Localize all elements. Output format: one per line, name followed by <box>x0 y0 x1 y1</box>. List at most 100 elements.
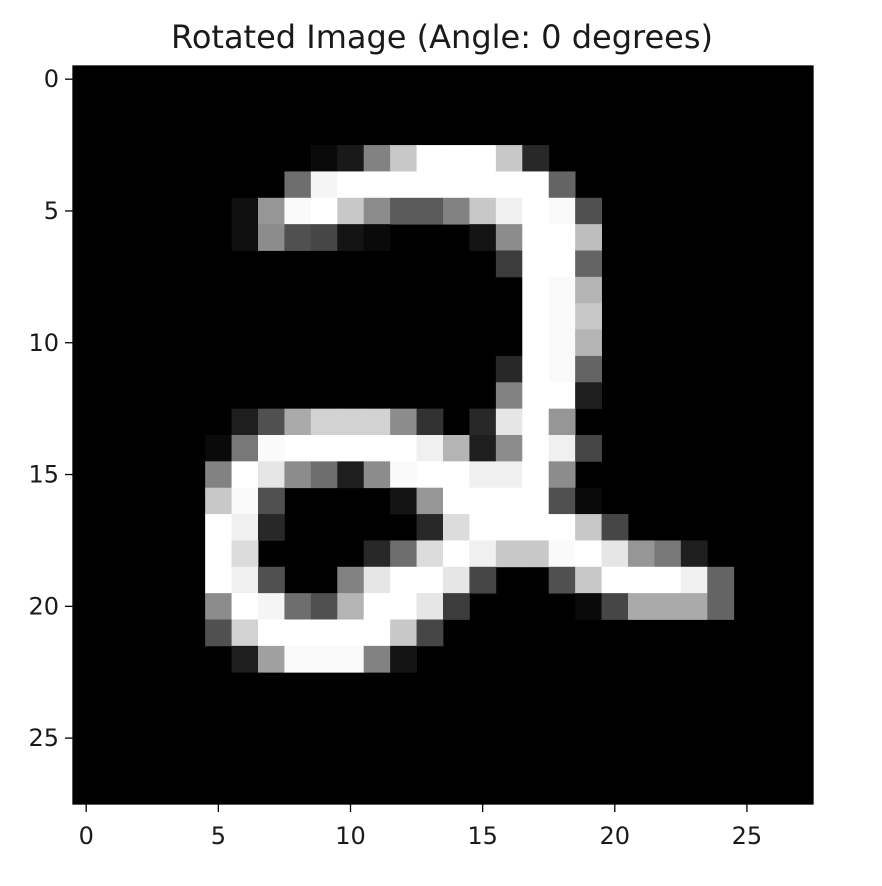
pixel-cell <box>575 197 602 225</box>
pixel-cell <box>363 171 391 199</box>
pixel-cell <box>284 408 312 436</box>
pixel-cell <box>231 197 259 225</box>
pixel-cell <box>284 224 312 251</box>
pixel-cell <box>205 514 232 541</box>
pixel-cell <box>258 514 285 541</box>
pixel-cell <box>258 566 285 594</box>
pixel-cell <box>522 382 550 410</box>
pixel-cell <box>416 540 444 568</box>
pixel-cell <box>469 566 497 594</box>
pixel-cell <box>390 197 417 225</box>
pixel-cell <box>205 593 232 620</box>
pixel-cell <box>628 566 655 594</box>
pixel-cell <box>310 197 338 225</box>
pixel-cell <box>284 619 312 647</box>
pixel-cell <box>548 514 576 541</box>
pixel-cell <box>601 593 629 620</box>
pixel-cell <box>363 540 391 568</box>
y-axis: 0 5 10 15 20 25 <box>28 65 73 752</box>
pixel-cell <box>390 645 417 673</box>
pixel-cell <box>258 487 285 515</box>
pixel-cell <box>337 566 365 594</box>
pixel-cell <box>231 487 259 515</box>
pixel-cell <box>601 514 629 541</box>
pixel-cell <box>310 645 338 673</box>
pixel-cell <box>443 197 470 225</box>
pixel-cell <box>205 540 232 568</box>
pixel-cell <box>548 329 576 357</box>
pixel-cell <box>416 171 444 199</box>
pixel-cell <box>231 645 259 673</box>
pixel-cell <box>337 145 365 172</box>
pixel-cell <box>416 593 444 620</box>
pixel-cell <box>310 171 338 199</box>
pixel-cell <box>548 171 576 199</box>
pixel-cells <box>205 145 735 673</box>
pixel-cell <box>654 566 682 594</box>
plot-area <box>72 65 814 805</box>
pixel-cell <box>416 566 444 594</box>
pixel-cell <box>443 540 470 568</box>
pixel-cell <box>231 593 259 620</box>
pixel-cell <box>575 566 602 594</box>
pixel-cell <box>495 250 523 278</box>
pixel-cell <box>495 382 523 410</box>
pixel-cell <box>390 487 417 515</box>
pixel-cell <box>284 461 312 489</box>
pixel-cell <box>231 461 259 489</box>
pixel-cell <box>337 645 365 673</box>
pixel-cell <box>548 355 576 383</box>
pixel-cell <box>548 461 576 489</box>
pixel-cell <box>363 619 391 647</box>
x-tick-label: 15 <box>467 822 498 850</box>
pixel-cell <box>601 540 629 568</box>
pixel-cell <box>548 197 576 225</box>
pixel-cell <box>495 408 523 436</box>
pixel-cell <box>390 145 417 172</box>
pixel-cell <box>522 250 550 278</box>
pixel-cell <box>495 171 523 199</box>
pixel-cell <box>363 566 391 594</box>
pixel-cell <box>363 435 391 462</box>
pixel-cell <box>469 408 497 436</box>
pixel-cell <box>258 593 285 620</box>
pixel-cell <box>416 514 444 541</box>
pixel-cell <box>707 566 735 594</box>
pixel-cell <box>363 224 391 251</box>
pixel-cell <box>575 593 602 620</box>
pixel-cell <box>390 566 417 594</box>
pixel-cell <box>495 461 523 489</box>
pixel-cell <box>443 566 470 594</box>
pixel-cell <box>548 276 576 304</box>
pixel-cell <box>443 487 470 515</box>
pixel-cell <box>310 408 338 436</box>
pixel-cell <box>548 250 576 278</box>
pixel-cell <box>575 540 602 568</box>
pixel-cell <box>416 145 444 172</box>
pixel-cell <box>310 593 338 620</box>
pixel-cell <box>416 461 444 489</box>
chart-title: Rotated Image (Angle: 0 degrees) <box>171 18 713 56</box>
pixel-cell <box>231 540 259 568</box>
pixel-cell <box>363 145 391 172</box>
y-tick-label: 20 <box>28 592 59 620</box>
pixel-cell <box>575 224 602 251</box>
pixel-cell <box>416 408 444 436</box>
pixel-cell <box>443 435 470 462</box>
pixel-cell <box>390 593 417 620</box>
pixel-cell <box>310 224 338 251</box>
pixel-cell <box>575 303 602 330</box>
pixel-cell <box>363 645 391 673</box>
pixel-cell <box>522 303 550 330</box>
pixel-cell <box>258 435 285 462</box>
pixel-cell <box>575 329 602 357</box>
pixel-cell <box>310 461 338 489</box>
pixel-cell <box>469 540 497 568</box>
pixel-cell <box>575 487 602 515</box>
x-tick-label: 10 <box>335 822 366 850</box>
pixel-cell <box>522 355 550 383</box>
pixel-cell <box>390 540 417 568</box>
pixel-cell <box>363 461 391 489</box>
pixel-cell <box>363 593 391 620</box>
pixel-cell <box>443 461 470 489</box>
